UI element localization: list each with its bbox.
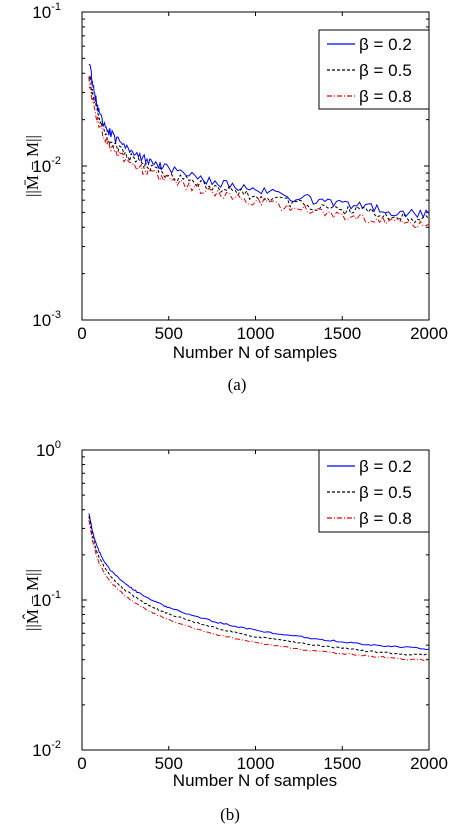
legend: β = 0.2 β = 0.5 β = 0.8 xyxy=(318,29,430,110)
panel-label: (b) xyxy=(220,805,240,824)
x-axis-label: Number N of samples xyxy=(173,343,337,362)
x-axis-label: Number N of samples xyxy=(173,771,337,790)
y-tick-label: 100 xyxy=(36,439,61,460)
y-axis-label: ||M̄ − M|| xyxy=(23,135,42,197)
legend-label-beta-0-2: β = 0.2 xyxy=(359,35,412,54)
series-line-02 xyxy=(88,63,430,219)
x-tick-label: 1000 xyxy=(237,754,275,773)
series-group xyxy=(88,63,430,229)
x-tick-label: 500 xyxy=(155,754,183,773)
x-tick-label: 2000 xyxy=(410,324,448,343)
x-tick-label: 1000 xyxy=(237,324,275,343)
series-line-08 xyxy=(88,520,430,662)
legend-label-beta-0-8: β = 0.8 xyxy=(359,87,412,106)
legend-label-beta-0-5: β = 0.5 xyxy=(359,483,412,502)
series-line-05 xyxy=(88,516,430,656)
legend-label-beta-0-8: β = 0.8 xyxy=(359,509,412,528)
legend-label-beta-0-5: β = 0.5 xyxy=(359,61,412,80)
x-tick-label: 500 xyxy=(155,324,183,343)
y-tick-label: 10-2 xyxy=(32,739,61,760)
panel-label: (a) xyxy=(228,375,247,394)
series-line-02 xyxy=(88,513,430,651)
x-tick-label: 1500 xyxy=(323,754,361,773)
legend: β = 0.2 β = 0.5 β = 0.8 xyxy=(318,449,430,533)
x-tick-label: 1500 xyxy=(323,324,361,343)
series-line-05 xyxy=(88,75,430,224)
x-tick-label: 0 xyxy=(77,324,86,343)
series-line-08 xyxy=(88,76,430,229)
y-tick-label: 10-1 xyxy=(32,1,61,22)
series-group xyxy=(88,513,430,662)
y-axis-label: ||M̂ − M|| xyxy=(23,569,42,631)
x-tick-label: 0 xyxy=(77,754,86,773)
x-tick-label: 2000 xyxy=(410,754,448,773)
y-tick-label: 10-3 xyxy=(32,309,61,330)
legend-label-beta-0-2: β = 0.2 xyxy=(359,457,412,476)
